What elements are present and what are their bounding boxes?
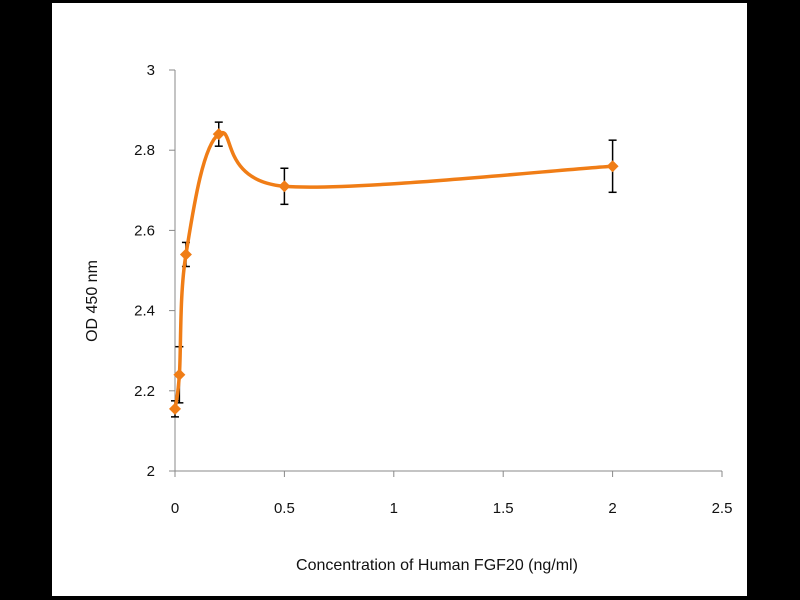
x-tick-label: 0.5 [274,500,295,517]
y-tick-label: 2.6 [134,222,155,239]
x-tick-label: 2.5 [712,500,733,517]
data-point [606,160,619,173]
data-point [173,368,186,381]
y-tick-label: 2 [147,463,155,480]
x-tick-label: 1.5 [493,500,514,517]
data-point [169,402,181,415]
y-tick-label: 2.8 [134,142,155,159]
y-axis-title: OD 450 nm [84,260,101,342]
x-tick-label: 2 [608,500,616,517]
x-tick-label: 1 [390,500,398,517]
data-point [179,248,192,261]
series-line [173,130,613,410]
data-point [212,128,225,141]
x-axis-title: Concentration of Human FGF20 (ng/ml) [296,557,578,574]
x-tick-label: 0 [171,500,179,517]
data-point [278,180,291,193]
chart-frame [52,3,747,596]
y-tick-label: 2.4 [134,303,155,320]
axes: 2 2.2 2.4 2.6 2.8 3 0 0.5 1 1.5 2 2.5 [134,62,732,517]
y-tick-label: 2.2 [134,383,155,400]
y-tick-label: 3 [147,62,155,79]
